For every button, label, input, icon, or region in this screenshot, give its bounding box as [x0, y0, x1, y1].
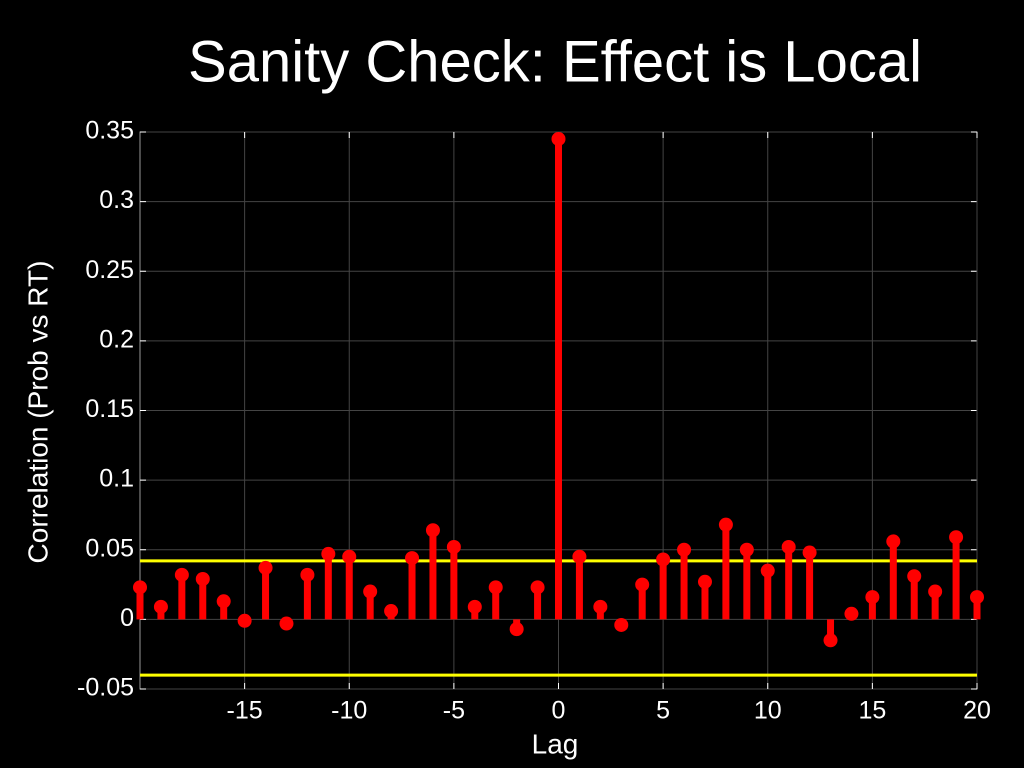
stem-marker [174, 567, 189, 582]
stem-marker [593, 599, 608, 614]
stem-marker [300, 567, 315, 582]
stem-marker [405, 551, 420, 566]
stem-marker [572, 549, 587, 564]
stem-marker [363, 584, 378, 599]
y-tick-label: 0.25 [85, 256, 134, 284]
stem-marker [970, 590, 984, 605]
stem-marker [551, 131, 566, 146]
stem-marker [802, 545, 817, 560]
x-tick-label: 0 [552, 697, 566, 725]
y-tick-label: 0.05 [85, 534, 134, 562]
stem-marker [384, 604, 399, 619]
stem-marker [237, 613, 252, 628]
stem-marker [823, 633, 838, 648]
stem-marker [677, 542, 692, 557]
stem-marker [342, 549, 357, 564]
stem-marker [133, 580, 147, 595]
stem-marker [886, 534, 901, 549]
stem-marker [530, 580, 545, 595]
stem-marker [216, 594, 231, 609]
y-tick-label: 0.15 [85, 395, 134, 423]
stem-marker [279, 616, 294, 631]
stem-marker [635, 577, 650, 592]
x-tick-label: 20 [963, 697, 991, 725]
x-tick-label: 10 [754, 697, 782, 725]
x-tick-label: 5 [656, 697, 670, 725]
stem-marker [844, 606, 859, 621]
chart-title: Sanity Check: Effect is Local [188, 29, 922, 94]
stem-marker [446, 539, 461, 554]
y-tick-label: 0.35 [85, 117, 134, 145]
stem-marker [656, 552, 671, 567]
stem-marker [760, 563, 775, 578]
stem-marker [739, 542, 754, 557]
x-tick-label: -15 [227, 697, 263, 725]
stem-marker [865, 590, 880, 605]
y-tick-label: 0 [120, 604, 134, 632]
stem-marker [907, 569, 922, 584]
y-tick-label: 0.2 [99, 325, 134, 353]
stem-marker [614, 617, 629, 632]
stem-marker [718, 517, 733, 532]
y-axis-label: Correlation (Prob vs RT) [22, 261, 53, 564]
stem-marker [928, 584, 943, 599]
x-tick-label: -5 [443, 697, 465, 725]
stem-marker [467, 599, 482, 614]
stem-marker [781, 539, 796, 554]
x-axis-label: Lag [532, 728, 579, 759]
stem-marker [425, 523, 440, 538]
x-tick-label: 15 [858, 697, 886, 725]
stem-marker [949, 530, 964, 545]
stem-marker [195, 571, 210, 586]
stem-marker [153, 599, 168, 614]
y-tick-label: 0.3 [99, 186, 134, 214]
stem-marker [509, 622, 524, 637]
y-tick-label: 0.1 [99, 465, 134, 493]
y-tick-label: -0.05 [77, 674, 134, 702]
stem-marker [488, 580, 503, 595]
stem-marker [258, 560, 273, 575]
stem-marker [697, 574, 712, 589]
stem-marker [321, 546, 336, 561]
x-tick-label: -10 [331, 697, 367, 725]
